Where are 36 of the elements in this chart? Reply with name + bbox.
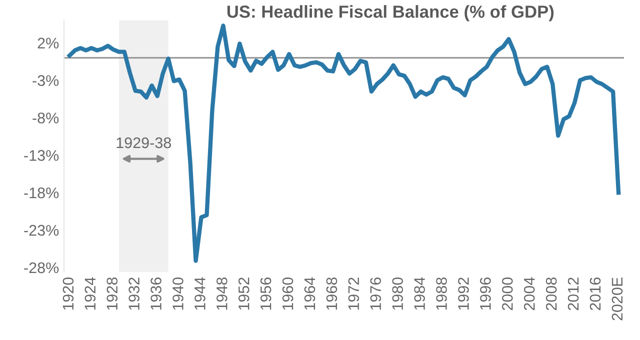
x-tick-label: 1924 — [84, 277, 96, 310]
x-tick-label: 2008 — [546, 278, 557, 310]
x-tick-label: 1948 — [216, 278, 228, 310]
x-tick-label: 2012 — [568, 278, 579, 310]
x-tick-label: 2020E — [612, 278, 623, 320]
x-tick-label: 1944 — [194, 277, 206, 310]
y-tick-label: -8% — [32, 112, 59, 124]
x-tick-label: 2004 — [524, 277, 535, 310]
x-tick-label: 1976 — [370, 278, 382, 310]
x-tick-label: 1996 — [480, 278, 491, 310]
x-tick-label: 1984 — [414, 277, 425, 310]
line-series — [67, 24, 621, 263]
x-tick-label: 1992 — [458, 278, 469, 310]
x-tick-label: 1972 — [348, 278, 360, 310]
x-tick-label: 1920 — [62, 277, 74, 310]
x-tick-label: 1952 — [238, 278, 250, 310]
x-tick-label: 1980 — [392, 277, 404, 310]
x-tick-label: 2000 — [502, 277, 513, 310]
x-tick-label: 1960 — [282, 277, 294, 310]
x-tick-label: 1956 — [260, 278, 272, 310]
x-tick-label: 1932 — [128, 278, 140, 310]
y-tick-label: -23% — [24, 224, 59, 236]
band-label: 1929-38 — [116, 137, 171, 148]
y-tick-label: 2% — [38, 38, 59, 48]
x-tick-label: 1988 — [436, 278, 447, 310]
x-tick-label: 1964 — [304, 277, 316, 310]
x-tick-label: 1928 — [106, 278, 118, 310]
y-tick-label: -13% — [24, 150, 59, 161]
chart-title: US: Headline Fiscal Balance (% of GDP) — [227, 5, 554, 22]
y-tick-label: -28% — [24, 262, 59, 274]
x-tick-label: 1940 — [172, 277, 184, 310]
x-tick-label: 1936 — [150, 278, 162, 310]
x-tick-label: 2016 — [590, 278, 601, 310]
y-tick-label: -3% — [32, 75, 59, 86]
x-tick-label: 1968 — [326, 278, 338, 310]
y-tick-label: -18% — [24, 187, 59, 198]
